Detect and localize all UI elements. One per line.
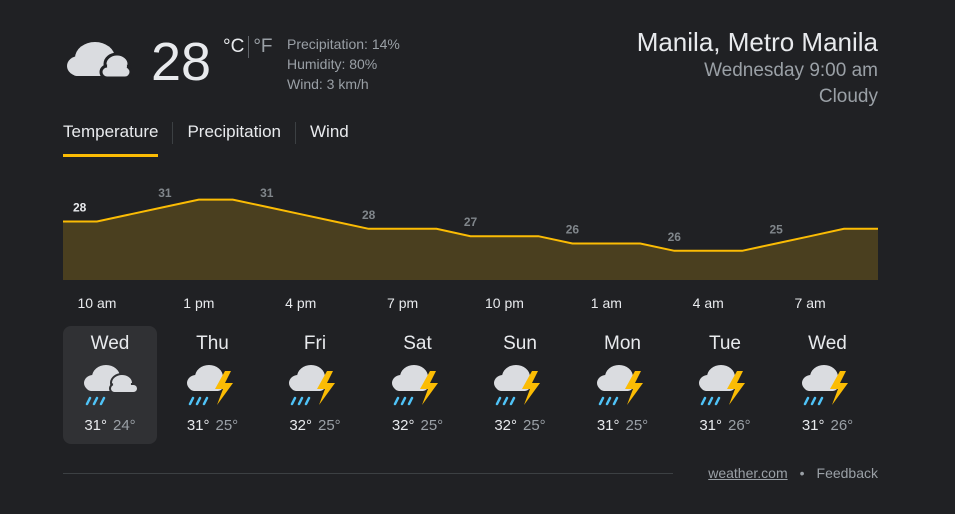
low-temp: 25°: [318, 417, 341, 434]
day-temps: 31° 26°: [678, 417, 772, 434]
thunderstorm-icon: [699, 365, 745, 406]
tab-divider: [295, 122, 296, 144]
precipitation-text: Precipitation: 14%: [287, 36, 400, 52]
day-temps: 31° 25°: [166, 417, 260, 434]
day-name: Sun: [503, 333, 537, 354]
temperature-area: [63, 199, 878, 280]
day-name: Mon: [604, 333, 641, 354]
tab-divider: [172, 122, 174, 144]
temperature-data-label: 26: [566, 222, 580, 236]
cloudy-icon: [67, 42, 133, 80]
low-temp: 26°: [830, 417, 854, 434]
forecast-day[interactable]: Tue 31° 26°: [678, 326, 772, 444]
hour-label: 1 am: [590, 295, 622, 311]
tab-precipitation[interactable]: Precipitation: [187, 122, 281, 141]
high-temp: 31°: [801, 417, 825, 434]
temperature-data-label: 27: [464, 215, 478, 229]
high-temp: 32°: [289, 417, 312, 434]
current-weather: 28 °C °F Precipitation: 14% Humidity: 80%…: [63, 28, 878, 118]
forecast-day[interactable]: Sun 32° 25°: [473, 326, 567, 444]
feedback-link[interactable]: Feedback: [816, 465, 878, 481]
location-block: Manila, Metro Manila Wednesday 9:00 am C…: [637, 28, 878, 110]
high-temp: 31°: [596, 417, 620, 434]
temperature-chart: 28 31 31 28 27 26 26 25 10 am 1 pm 4 pm 7 pm 10 pm 1…: [63, 180, 878, 311]
high-temp: 32°: [391, 417, 415, 434]
tab-wind[interactable]: Wind: [310, 122, 349, 141]
forecast-day[interactable]: Wed 31° 24°: [63, 326, 157, 444]
hour-label: 7 pm: [387, 295, 419, 311]
hour-label: 10 pm: [484, 295, 524, 311]
footer: weather.com • Feedback: [708, 465, 878, 481]
temperature-data-label: 26: [668, 230, 682, 244]
day-name: Wed: [90, 333, 130, 354]
temperature-line: [63, 198, 878, 252]
tab-temperature[interactable]: Temperature: [63, 120, 159, 157]
temperature-data-label: 31: [158, 186, 172, 200]
low-temp: 25°: [625, 417, 649, 434]
temperature-chart-svg: 28 31 31 28 27 26 26 25: [63, 186, 878, 280]
low-temp: 25°: [215, 417, 239, 434]
day-temps: 32° 25°: [268, 417, 362, 434]
forecast-day[interactable]: Sat 32° 25°: [371, 326, 465, 444]
footer-separator: •: [799, 465, 805, 481]
celsius-button[interactable]: °C: [223, 36, 245, 58]
chart-tabs: Temperature Precipitation Wind: [63, 120, 349, 157]
weather-details: Precipitation: 14% Humidity: 80% Wind: 3…: [287, 34, 400, 94]
temperature-data-label: 28: [73, 201, 87, 215]
unit-toggle: °C °F: [223, 36, 273, 58]
high-temp: 31°: [84, 417, 107, 434]
high-temp: 32°: [494, 417, 517, 434]
thunderstorm-icon: [801, 365, 848, 406]
forecast-day[interactable]: Fri 32° 25°: [268, 326, 362, 444]
day-temps: 31° 24°: [63, 417, 157, 434]
footer-divider: [63, 473, 673, 474]
thunderstorm-icon: [494, 365, 540, 406]
location-name: Manila, Metro Manila: [636, 27, 878, 57]
cloudy-rain-icon: [84, 365, 139, 406]
day-temps: 31° 26°: [781, 417, 875, 434]
day-name: Fri: [303, 333, 327, 354]
hour-label: 1 pm: [183, 295, 215, 311]
wind-text: Wind: 3 km/h: [287, 76, 369, 92]
hour-label: 4 am: [692, 295, 724, 311]
thunderstorm-icon: [289, 365, 335, 406]
day-name: Tue: [708, 333, 742, 354]
thunderstorm-icon: [391, 365, 438, 406]
thunderstorm-icon: [596, 365, 643, 406]
fahrenheit-button[interactable]: °F: [253, 36, 273, 58]
weather-source-link[interactable]: weather.com: [708, 465, 788, 481]
low-temp: 25°: [523, 417, 546, 434]
day-name: Wed: [808, 333, 847, 354]
thunderstorm-icon: [186, 365, 233, 406]
hour-label: 4 pm: [285, 295, 317, 311]
high-temp: 31°: [186, 417, 210, 434]
day-temps: 31° 25°: [576, 417, 670, 434]
low-temp: 24°: [113, 417, 136, 434]
low-temp: 25°: [420, 417, 444, 434]
day-name: Thu: [196, 333, 229, 354]
hour-label: 10 am: [77, 295, 117, 311]
low-temp: 26°: [728, 417, 751, 434]
forecast-day[interactable]: Thu 31° 25°: [166, 326, 260, 444]
daily-forecast: Wed 31° 24° Thu 31° 25° Fri: [63, 326, 893, 444]
temperature-data-label: 31: [260, 186, 274, 200]
forecast-day[interactable]: Wed 31° 26°: [781, 326, 875, 444]
temperature-data-label: 25: [769, 222, 783, 236]
hour-label: 7 am: [794, 295, 826, 311]
day-temps: 32° 25°: [371, 417, 465, 434]
current-time: Wednesday 9:00 am: [704, 60, 878, 81]
humidity-text: Humidity: 80%: [287, 56, 378, 72]
current-temperature: 28: [151, 32, 212, 92]
day-temps: 32° 25°: [473, 417, 567, 434]
day-name: Sat: [403, 333, 432, 354]
forecast-day[interactable]: Mon 31° 25°: [576, 326, 670, 444]
high-temp: 31°: [699, 417, 722, 434]
unit-divider: [248, 36, 250, 58]
temperature-data-label: 28: [362, 208, 376, 222]
current-condition: Cloudy: [818, 86, 878, 107]
